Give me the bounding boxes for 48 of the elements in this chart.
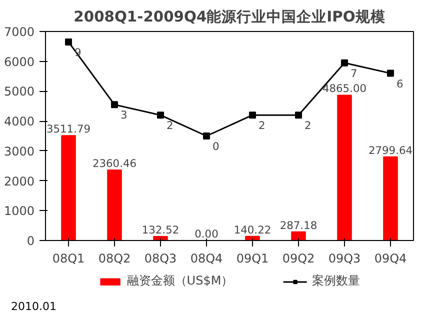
bar: [383, 156, 398, 240]
x-tick-label: 08Q3: [144, 252, 177, 266]
data-label: 6: [396, 77, 404, 90]
data-label: 2: [258, 119, 266, 132]
point: [341, 59, 348, 66]
y-tick-label: 1000: [4, 204, 35, 218]
bar: [337, 94, 352, 240]
y-tick-label: 6000: [4, 54, 35, 69]
x-tick-label: 08Q1: [52, 252, 85, 266]
point: [295, 112, 302, 119]
y-tick-label: 5000: [4, 84, 35, 99]
point: [111, 101, 118, 108]
data-label: 2360.46: [92, 157, 137, 170]
y-tick-label: 2000: [4, 174, 35, 188]
x-tick-label: 09Q1: [236, 252, 269, 266]
data-label: 7: [350, 66, 358, 80]
data-label: 0.00: [194, 228, 219, 240]
bar: [61, 135, 76, 240]
point: [249, 112, 256, 119]
y-tick-label: 0: [26, 234, 35, 248]
data-label: 4865.00: [322, 82, 367, 96]
data-label: 0: [212, 140, 220, 153]
bar: [291, 231, 306, 240]
point: [203, 132, 210, 140]
data-label: 2: [166, 119, 174, 132]
x-tick-label: 08Q4: [190, 252, 223, 266]
data-label: 3: [120, 108, 128, 122]
data-label: 287.18: [280, 218, 318, 232]
bar: [107, 170, 122, 240]
point: [387, 70, 394, 77]
data-label: 2: [304, 119, 312, 132]
legend-label: 融资金额（US$M）: [126, 272, 234, 290]
data-label: 140.22: [234, 223, 272, 236]
y-tick-label: 4000: [4, 114, 35, 129]
y-tick-label: 3000: [4, 144, 35, 158]
point: [65, 38, 72, 46]
chart-title: 2008Q1-2009Q4能源行业中国企业IPO规模: [74, 8, 386, 26]
data-label: 3511.79: [46, 122, 91, 136]
x-tick-label: 09Q4: [374, 252, 407, 266]
data-label: 132.52: [142, 224, 180, 237]
x-tick-label: 09Q3: [328, 252, 361, 266]
y-tick-label: 7000: [4, 25, 35, 39]
x-tick-label: 08Q2: [98, 252, 131, 266]
data-label: 2799.64: [368, 144, 413, 157]
text: 2010.01: [11, 299, 56, 315]
legend-label: 案例数量: [312, 272, 360, 290]
x-tick-label: 09Q2: [282, 252, 315, 266]
point: [157, 112, 164, 119]
